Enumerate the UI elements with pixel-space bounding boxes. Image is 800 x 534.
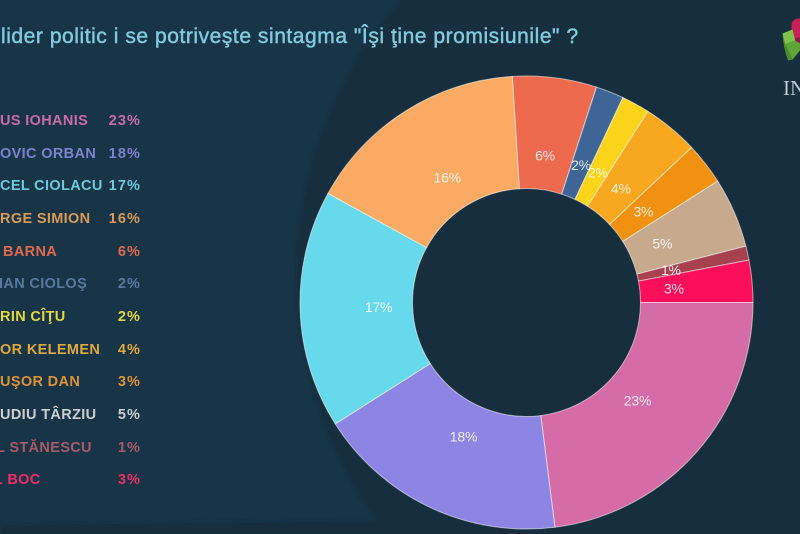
svg-text:3%: 3% — [633, 204, 653, 220]
svg-text:2%: 2% — [588, 165, 608, 181]
svg-text:3%: 3% — [664, 281, 684, 297]
svg-text:1%: 1% — [661, 262, 681, 278]
svg-text:5%: 5% — [652, 236, 672, 252]
svg-text:16%: 16% — [433, 169, 460, 185]
svg-text:2%: 2% — [571, 157, 591, 173]
svg-text:6%: 6% — [535, 148, 555, 164]
svg-text:23%: 23% — [624, 392, 651, 408]
svg-text:4%: 4% — [611, 180, 631, 196]
svg-text:18%: 18% — [450, 428, 477, 444]
svg-text:17%: 17% — [365, 299, 392, 315]
svg-text:IN: IN — [783, 76, 800, 100]
